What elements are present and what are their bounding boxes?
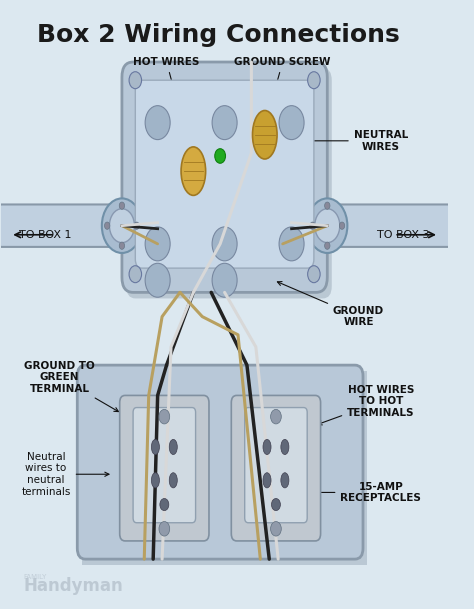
- Circle shape: [212, 263, 237, 297]
- Ellipse shape: [151, 473, 159, 488]
- Text: HOT WIRES
TO HOT
TERMINALS: HOT WIRES TO HOT TERMINALS: [318, 385, 415, 425]
- Ellipse shape: [160, 499, 169, 510]
- Circle shape: [215, 149, 226, 163]
- Bar: [82, 371, 367, 565]
- Circle shape: [129, 266, 142, 283]
- Circle shape: [315, 209, 340, 242]
- Text: 15-AMP
RECEPTACLES: 15-AMP RECEPTACLES: [296, 482, 421, 503]
- Circle shape: [159, 521, 170, 536]
- Text: TO BOX 3: TO BOX 3: [377, 230, 430, 240]
- FancyBboxPatch shape: [245, 407, 307, 523]
- Ellipse shape: [181, 147, 206, 195]
- Ellipse shape: [263, 473, 271, 488]
- Ellipse shape: [253, 110, 277, 159]
- Circle shape: [109, 209, 135, 242]
- Circle shape: [279, 227, 304, 261]
- Text: GROUND TO
GREEN
TERMINAL: GROUND TO GREEN TERMINAL: [24, 361, 118, 412]
- Text: NEUTRAL
WIRES: NEUTRAL WIRES: [282, 130, 408, 152]
- FancyBboxPatch shape: [122, 62, 327, 292]
- Circle shape: [212, 105, 237, 139]
- Circle shape: [325, 242, 330, 249]
- FancyBboxPatch shape: [77, 365, 363, 559]
- Circle shape: [145, 263, 170, 297]
- FancyBboxPatch shape: [133, 407, 196, 523]
- Circle shape: [271, 521, 281, 536]
- Circle shape: [145, 227, 170, 261]
- Text: FAMILY: FAMILY: [24, 574, 47, 580]
- Ellipse shape: [151, 439, 159, 454]
- FancyBboxPatch shape: [120, 395, 209, 541]
- Circle shape: [310, 222, 315, 230]
- Circle shape: [104, 222, 110, 230]
- Ellipse shape: [281, 473, 289, 488]
- Circle shape: [308, 72, 320, 89]
- Circle shape: [134, 222, 139, 230]
- Text: HOT WIRES: HOT WIRES: [133, 57, 200, 158]
- Circle shape: [145, 105, 170, 139]
- Circle shape: [212, 227, 237, 261]
- Circle shape: [119, 202, 125, 209]
- Text: GROUND SCREW: GROUND SCREW: [234, 57, 331, 122]
- Text: Box 2 Wiring Connections: Box 2 Wiring Connections: [37, 23, 400, 47]
- Circle shape: [339, 222, 345, 230]
- Circle shape: [279, 105, 304, 139]
- Circle shape: [308, 266, 320, 283]
- Circle shape: [129, 72, 142, 89]
- FancyBboxPatch shape: [127, 68, 332, 298]
- FancyBboxPatch shape: [325, 205, 450, 247]
- Ellipse shape: [281, 439, 289, 454]
- Text: TO BOX 1: TO BOX 1: [19, 230, 72, 240]
- Circle shape: [159, 409, 170, 424]
- Text: Neutral
wires to
neutral
terminals: Neutral wires to neutral terminals: [21, 452, 109, 497]
- Ellipse shape: [169, 473, 177, 488]
- Text: GROUND
WIRE: GROUND WIRE: [277, 281, 384, 328]
- FancyBboxPatch shape: [135, 80, 314, 268]
- Circle shape: [307, 199, 347, 253]
- Circle shape: [271, 409, 281, 424]
- Circle shape: [119, 242, 125, 249]
- Ellipse shape: [263, 439, 271, 454]
- Text: Handyman: Handyman: [24, 577, 123, 596]
- Circle shape: [102, 199, 142, 253]
- Ellipse shape: [169, 439, 177, 454]
- Ellipse shape: [272, 499, 281, 510]
- FancyBboxPatch shape: [0, 205, 124, 247]
- FancyBboxPatch shape: [231, 395, 320, 541]
- Circle shape: [325, 202, 330, 209]
